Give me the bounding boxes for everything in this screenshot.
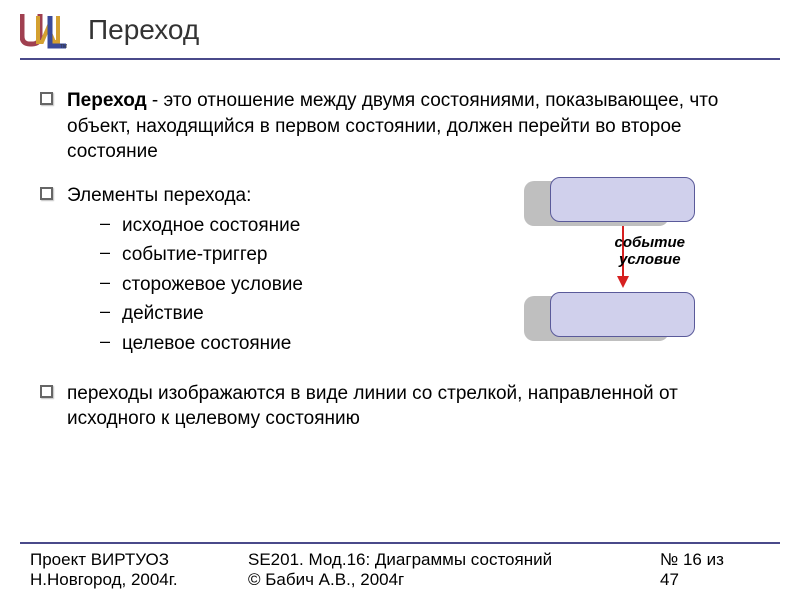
source-state <box>520 177 760 222</box>
footer-left-l2: Н.Новгород, 2004г. <box>30 570 240 590</box>
sub-item: –событие-триггер <box>100 242 512 268</box>
footer-left-l1: Проект ВИРТУОЗ <box>30 550 240 570</box>
dash-icon: – <box>100 331 112 352</box>
footer-right-l2: 47 <box>660 570 770 590</box>
dash-icon: – <box>100 272 112 293</box>
sub-item: –целевое состояние <box>100 331 512 357</box>
bullet-1: Переход - это отношение между двумя сост… <box>40 88 760 165</box>
bullet-3: переходы изображаются в виде линии со ст… <box>40 381 760 432</box>
footer-mid: SE201. Мод.16: Диаграммы состояний © Баб… <box>240 550 660 590</box>
footer-mid-l2: © Бабич А.В., 2004г <box>248 570 660 590</box>
target-state <box>520 292 760 337</box>
sub-item-text: исходное состояние <box>122 213 300 239</box>
footer-left: Проект ВИРТУОЗ Н.Новгород, 2004г. <box>30 550 240 590</box>
footer: Проект ВИРТУОЗ Н.Новгород, 2004г. SE201.… <box>0 550 800 590</box>
bullet-1-text: Переход - это отношение между двумя сост… <box>67 88 760 165</box>
square-bullet-icon <box>40 385 53 398</box>
slide-title: Переход <box>88 14 199 46</box>
transition-arrow: событие условие <box>550 222 695 292</box>
sub-item-text: целевое состояние <box>122 331 291 357</box>
square-bullet-icon <box>40 92 53 105</box>
arrow-label-l1: событие <box>615 234 685 251</box>
header: TM Переход <box>0 0 800 58</box>
sub-list: –исходное состояние –событие-триггер –ст… <box>100 213 512 357</box>
footer-right: № 16 из 47 <box>660 550 770 590</box>
footer-right-l1: № 16 из <box>660 550 770 570</box>
square-bullet-icon <box>40 187 53 200</box>
dash-icon: – <box>100 213 112 234</box>
sub-item: –действие <box>100 301 512 327</box>
footer-rule <box>20 542 780 544</box>
sub-item-text: событие-триггер <box>122 242 268 268</box>
sub-item: –исходное состояние <box>100 213 512 239</box>
dash-icon: – <box>100 242 112 263</box>
bullet-2-text: Элементы перехода: <box>67 183 251 209</box>
bullet-2: Элементы перехода: <box>40 183 512 209</box>
sub-item-text: действие <box>122 301 204 327</box>
arrow-label-l2: условие <box>619 251 681 268</box>
arrow-label: событие условие <box>615 234 685 269</box>
footer-mid-l1: SE201. Мод.16: Диаграммы состояний <box>248 550 660 570</box>
bullet-1-rest: - это отношение между двумя состояниями,… <box>67 90 718 162</box>
sub-item: –сторожевое условие <box>100 272 512 298</box>
row-elements: Элементы перехода: –исходное состояние –… <box>40 183 760 361</box>
svg-text:TM: TM <box>60 44 67 50</box>
content-area: Переход - это отношение между двумя сост… <box>0 60 800 460</box>
transition-diagram: событие условие <box>520 177 760 337</box>
bullet-3-text: переходы изображаются в виде линии со ст… <box>67 381 760 432</box>
bullet-1-term: Переход <box>67 90 147 111</box>
dash-icon: – <box>100 301 112 322</box>
sub-item-text: сторожевое условие <box>122 272 303 298</box>
uml-logo-icon: TM <box>20 10 68 50</box>
